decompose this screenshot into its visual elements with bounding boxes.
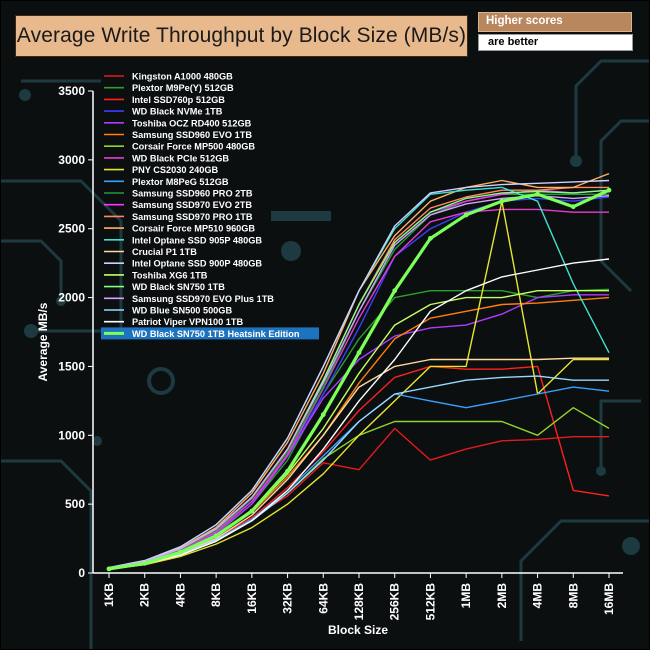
legend-label: Crucial P1 1TB: [132, 247, 197, 257]
legend-label: Plextor M8PeG 512GB: [132, 177, 229, 187]
legend-label: WD Black PCIe 512GB: [132, 153, 229, 163]
x-tick-label: 16KB: [245, 583, 259, 614]
legend-highlight: [101, 327, 319, 340]
y-tick-label: 1000: [58, 428, 85, 442]
x-tick-label: 8MB: [566, 583, 580, 609]
series-line: [108, 365, 610, 570]
legend-label: Intel Optane SSD 900P 480GB: [132, 259, 262, 269]
y-axis-title: Average MB/s: [36, 302, 50, 381]
x-tick-label: 2MB: [495, 583, 509, 609]
series-line: [108, 258, 610, 570]
series-point: [606, 187, 612, 193]
series-line: [108, 357, 609, 570]
series-line: [108, 200, 609, 570]
series-point: [535, 191, 540, 197]
series-line: [108, 208, 609, 569]
series-point: [106, 566, 112, 572]
series-point: [463, 212, 469, 218]
legend-label: Samsung SSD970 EVO Plus 1TB: [132, 294, 274, 304]
legend-label: WD Blue SN500 500GB: [132, 306, 232, 316]
legend-label: Corsair Force MP500 480GB: [132, 142, 255, 152]
y-tick-label: 3000: [58, 153, 85, 167]
x-tick-label: 256KB: [388, 583, 402, 621]
x-tick-label: 1MB: [459, 583, 473, 609]
are-better-label: are better: [488, 36, 539, 48]
chart-title: Average Write Throughput by Block Size (…: [16, 24, 467, 47]
x-tick-label: 128KB: [352, 583, 366, 621]
x-tick-label: 4MB: [531, 583, 545, 609]
legend-label: Patriot Viper VPN100 1TB: [132, 317, 244, 327]
series-line: [108, 179, 610, 569]
are-better-note: are better: [478, 34, 633, 51]
legend-label: Kingston A1000 480GB: [132, 72, 233, 82]
series-line: [108, 386, 610, 570]
y-tick-label: 1500: [58, 359, 85, 373]
legend-label: Plextor M9Pe(Y) 512GB: [132, 83, 234, 93]
series-point: [249, 508, 255, 514]
y-tick-label: 500: [65, 497, 85, 511]
x-tick-label: 16MB: [602, 583, 616, 615]
series-point: [320, 412, 326, 418]
chart-title-box: Average Write Throughput by Block Size (…: [15, 15, 468, 57]
series-point: [213, 533, 219, 539]
legend-label: Intel Optane SSD 905P 480GB: [132, 235, 262, 245]
legend-label: WD Black SN750 1TB Heatsink Edition: [132, 329, 300, 339]
y-tick-label: 3500: [58, 84, 85, 98]
series-point: [499, 198, 505, 204]
legend-label: WD Black NVMe 1TB: [132, 107, 223, 117]
x-tick-label: 2KB: [138, 583, 152, 607]
x-tick-label: 1KB: [102, 583, 116, 607]
series-point: [570, 204, 576, 210]
y-tick-label: 2500: [58, 222, 85, 236]
x-tick-label: 64KB: [316, 583, 330, 614]
legend-label: Samsung SSD960 PRO 2TB: [132, 189, 253, 199]
legend-label: PNY CS2030 240GB: [132, 165, 219, 175]
legend-label: Intel SSD760p 512GB: [132, 95, 225, 105]
x-tick-label: 512KB: [423, 583, 437, 621]
y-tick-label: 0: [78, 566, 85, 580]
series-point: [356, 350, 362, 356]
x-axis-title: Block Size: [328, 623, 388, 637]
x-tick-label: 4KB: [173, 583, 187, 607]
legend-label: Corsair Force MP510 960GB: [132, 224, 255, 234]
series-point: [428, 235, 433, 241]
higher-scores-note: Higher scores: [478, 12, 632, 32]
legend-label: Samsung SSD970 PRO 1TB: [132, 212, 253, 222]
legend-label: WD Black SN750 1TB: [132, 282, 225, 292]
series-point: [142, 560, 148, 566]
legend-label: Samsung SSD960 EVO 1TB: [132, 130, 252, 140]
series-line: [108, 375, 609, 570]
series-point: [285, 468, 290, 474]
legend-label: Toshiba OCZ RD400 512GB: [132, 118, 252, 128]
series-point: [178, 549, 183, 555]
x-tick-label: 32KB: [281, 583, 295, 614]
x-tick-label: 8KB: [209, 583, 223, 607]
legend-label: Toshiba XG6 1TB: [132, 270, 208, 280]
legend-label: Samsung SSD970 EVO 2TB: [132, 200, 252, 210]
y-tick-label: 2000: [58, 291, 85, 305]
higher-scores-label: Higher scores: [486, 15, 563, 27]
series-point: [392, 288, 398, 294]
